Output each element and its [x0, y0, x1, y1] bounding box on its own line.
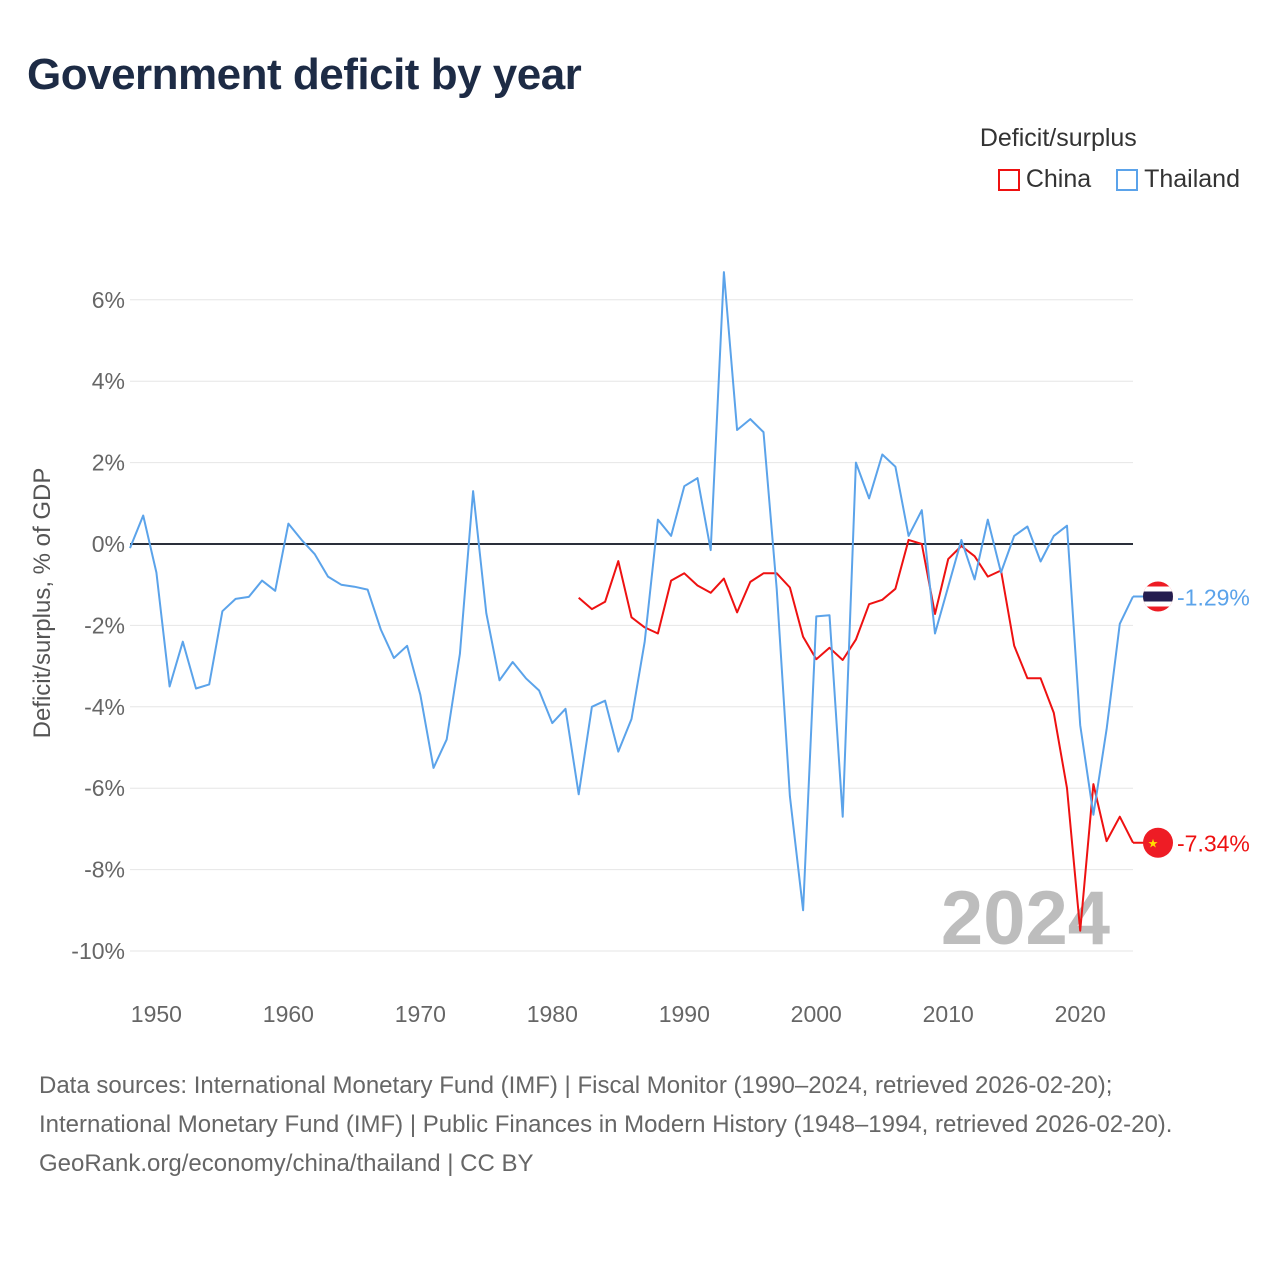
y-tick-label: 6%: [92, 287, 125, 313]
end-value-label: -7.34%: [1177, 831, 1250, 857]
flag-china-disc: [1143, 827, 1173, 858]
source-line-2: International Monetary Fund (IMF) | Publ…: [39, 1111, 1173, 1138]
series-line-china: [578, 538, 1134, 932]
legend-label-china: China: [1025, 165, 1092, 193]
end-labels: ★ -7.34% -1.29%: [1133, 581, 1250, 858]
legend-swatch-thailand: [1116, 168, 1139, 191]
flag-star: ★: [1148, 837, 1159, 851]
y-tick-label: 0%: [92, 531, 125, 557]
legend-item-thailand[interactable]: Thailand: [1116, 165, 1240, 194]
flag-icon-china: ★: [1143, 827, 1173, 858]
gridlines: [130, 299, 1133, 952]
x-tick-label: 2010: [923, 1001, 974, 1027]
end-value-label: -1.29%: [1177, 585, 1250, 611]
line-chart: 6% 4% 2% 0% -2% -4% -6% -8% -10% 1950 1960 1970 198…: [29, 271, 1250, 1027]
x-tick-label: 1990: [659, 1001, 710, 1027]
y-axis-label: Deficit/surplus, % of GDP: [29, 468, 56, 739]
x-tick-label: 1950: [131, 1001, 182, 1027]
legend-swatch-china: [997, 168, 1020, 191]
source-line-1: Data sources: International Monetary Fun…: [39, 1072, 1113, 1099]
legend-label-thailand: Thailand: [1144, 165, 1240, 193]
y-tick-label: -2%: [84, 612, 125, 638]
y-tick-label: 2%: [92, 450, 125, 476]
y-tick-label: -10%: [71, 938, 125, 964]
x-axis-ticks: 1950 1960 1970 1980 1990 2000 2010 2020: [131, 1001, 1106, 1027]
legend-item-china[interactable]: China: [997, 165, 1092, 194]
footer: Data sources: International Monetary Fun…: [39, 1066, 1239, 1183]
attribution-link[interactable]: GeoRank.org/economy/china/thailand | CC …: [39, 1150, 534, 1177]
x-tick-label: 1970: [395, 1001, 446, 1027]
x-tick-label: 1980: [527, 1001, 578, 1027]
y-tick-label: -8%: [84, 857, 125, 883]
x-tick-label: 2020: [1055, 1001, 1106, 1027]
y-tick-label: 4%: [92, 368, 125, 394]
x-tick-label: 2000: [791, 1001, 842, 1027]
legend-title: Deficit/surplus: [979, 124, 1137, 152]
flag-icon-thailand: [1143, 581, 1173, 612]
chart-title: Government deficit by year: [27, 50, 582, 99]
series-lines: [129, 271, 1134, 932]
stripe-blue: [1143, 591, 1173, 602]
series-line-thailand: [129, 271, 1134, 912]
y-tick-label: -6%: [84, 775, 125, 801]
y-axis-ticks: 6% 4% 2% 0% -2% -4% -6% -8% -10%: [71, 287, 125, 964]
y-tick-label: -4%: [84, 694, 125, 720]
legend: Deficit/surplus China Thailand: [980, 124, 1240, 198]
x-tick-label: 1960: [263, 1001, 314, 1027]
flag-thailand-stripes: [1143, 581, 1173, 612]
